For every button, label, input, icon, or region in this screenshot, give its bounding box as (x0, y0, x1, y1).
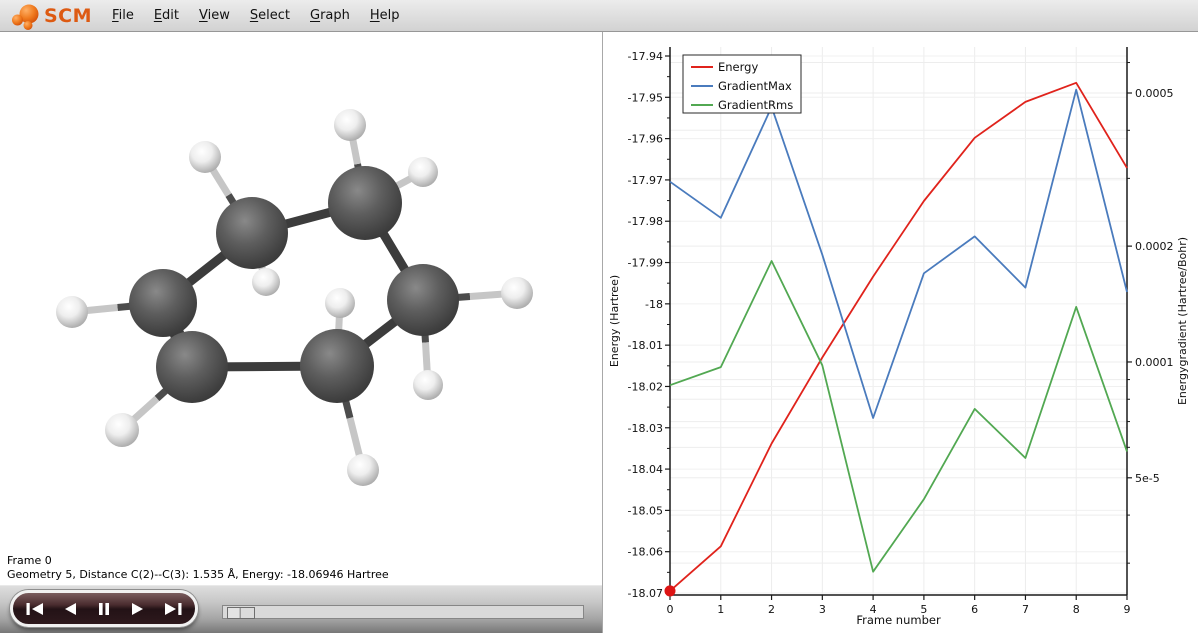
svg-text:-17.94: -17.94 (628, 50, 663, 63)
svg-text:9: 9 (1124, 603, 1131, 616)
step-back-icon (64, 602, 76, 615)
current-frame-marker[interactable] (664, 585, 676, 597)
pause-icon (98, 602, 109, 615)
step-back-button[interactable] (58, 599, 82, 619)
frame-slider-handle[interactable] (227, 607, 255, 619)
axis-title-left: Energy (Hartree) (608, 275, 621, 367)
hydrogen-atom[interactable] (252, 268, 280, 296)
energy-chart[interactable]: -17.94 -17.95 -17.96 -17.97 -17.98 -17.99 -18 -… (603, 32, 1198, 633)
svg-text:-18.01: -18.01 (628, 339, 663, 352)
series-energy (669, 81, 1128, 592)
svg-text:8: 8 (1073, 603, 1080, 616)
svg-text:-18.05: -18.05 (628, 504, 663, 517)
chart-pane: -17.94 -17.95 -17.96 -17.97 -17.98 -17.99 -18 -… (602, 32, 1198, 633)
x-axis: 0 1 2 3 4 5 6 7 8 9 (667, 595, 1131, 616)
carbon-atom[interactable] (328, 166, 402, 240)
pause-button[interactable] (92, 599, 116, 619)
skip-to-end-button[interactable] (161, 599, 185, 619)
svg-text:-18: -18 (645, 298, 663, 311)
skip-end-icon (164, 602, 182, 615)
legend-label: Energy (718, 60, 758, 74)
svg-text:2: 2 (768, 603, 775, 616)
hydrogen-atom[interactable] (56, 296, 88, 328)
hydrogen-atom[interactable] (347, 454, 379, 486)
menu: File Edit View Select Graph Help (102, 2, 410, 29)
menu-item-view[interactable]: View (199, 8, 230, 23)
playback-bar (0, 585, 602, 633)
svg-text:5: 5 (920, 603, 927, 616)
svg-text:-17.98: -17.98 (628, 215, 663, 228)
skip-start-icon (26, 602, 44, 615)
series-gradientmax (669, 88, 1128, 419)
series-gradientrms (669, 260, 1128, 573)
chart-grid (670, 47, 1127, 595)
play-button[interactable] (126, 599, 150, 619)
hydrogen-atom[interactable] (325, 288, 355, 318)
hydrogen-atom[interactable] (408, 157, 438, 187)
svg-text:-17.97: -17.97 (628, 174, 663, 187)
molecule-viewer: Frame 0 Geometry 5, Distance C(2)--C(3):… (0, 32, 602, 585)
chart-legend: Energy GradientMax GradientRms (682, 54, 802, 114)
logo-text: SCM (44, 4, 93, 27)
geometry-status: Geometry 5, Distance C(2)--C(3): 1.535 Å… (7, 567, 389, 581)
svg-text:0.0002: 0.0002 (1135, 240, 1174, 253)
svg-text:7: 7 (1022, 603, 1029, 616)
svg-text:6: 6 (971, 603, 978, 616)
right-axis: 0.0005 0.0002 0.0001 5e-5 (1127, 62, 1174, 564)
svg-text:-18.06: -18.06 (628, 546, 663, 559)
hydrogen-atom[interactable] (334, 109, 366, 141)
scm-logo: SCM (6, 1, 92, 31)
menu-item-edit[interactable]: Edit (153, 8, 180, 23)
legend-label: GradientRms (718, 98, 793, 112)
axis-title-x: Frame number (856, 613, 941, 627)
carbon-atom[interactable] (300, 329, 374, 403)
playback-button-group (10, 590, 198, 627)
menu-item-file[interactable]: File (112, 8, 134, 23)
menu-item-help[interactable]: Help (369, 8, 400, 23)
axis-title-right: Energygradient (Hartree/Bohr) (1176, 237, 1189, 405)
chart-axes (669, 47, 1128, 596)
hydrogen-atom[interactable] (501, 277, 533, 309)
frame-status: Frame 0 (7, 554, 52, 567)
svg-text:-18.07: -18.07 (628, 587, 663, 600)
frame-slider[interactable] (222, 605, 584, 619)
hydrogen-atom[interactable] (189, 141, 221, 173)
svg-text:-17.99: -17.99 (628, 257, 663, 270)
legend-label: GradientMax (718, 79, 792, 93)
svg-text:1: 1 (717, 603, 724, 616)
menu-item-select[interactable]: Select (249, 8, 290, 23)
svg-text:-17.95: -17.95 (628, 91, 663, 104)
svg-text:4: 4 (870, 603, 877, 616)
svg-text:-17.96: -17.96 (628, 133, 663, 146)
svg-text:0.0005: 0.0005 (1135, 87, 1174, 100)
carbon-atom[interactable] (156, 331, 228, 403)
menu-item-graph[interactable]: Graph (310, 8, 350, 23)
svg-text:5e-5: 5e-5 (1135, 472, 1160, 485)
hydrogen-atom[interactable] (413, 370, 443, 400)
molecule-viewport[interactable] (0, 32, 602, 585)
left-axis: -17.94 -17.95 -17.96 -17.97 -17.98 -17.99 -18 -… (628, 50, 670, 600)
svg-text:0: 0 (667, 603, 674, 616)
skip-to-start-button[interactable] (23, 599, 47, 619)
svg-text:0.0001: 0.0001 (1135, 356, 1174, 369)
status-text: Frame 0 Geometry 5, Distance C(2)--C(3):… (7, 554, 389, 581)
svg-text:-18.02: -18.02 (628, 380, 663, 393)
svg-text:3: 3 (819, 603, 826, 616)
svg-text:-18.04: -18.04 (628, 463, 663, 476)
menubar: SCM File Edit View Select Graph Help (0, 0, 1198, 32)
carbon-atom[interactable] (216, 197, 288, 269)
play-icon (132, 602, 144, 615)
hydrogen-atom[interactable] (105, 413, 139, 447)
svg-text:-18.03: -18.03 (628, 422, 663, 435)
carbon-atom[interactable] (129, 269, 197, 337)
carbon-atom[interactable] (387, 264, 459, 336)
scm-logo-icon (12, 4, 39, 30)
